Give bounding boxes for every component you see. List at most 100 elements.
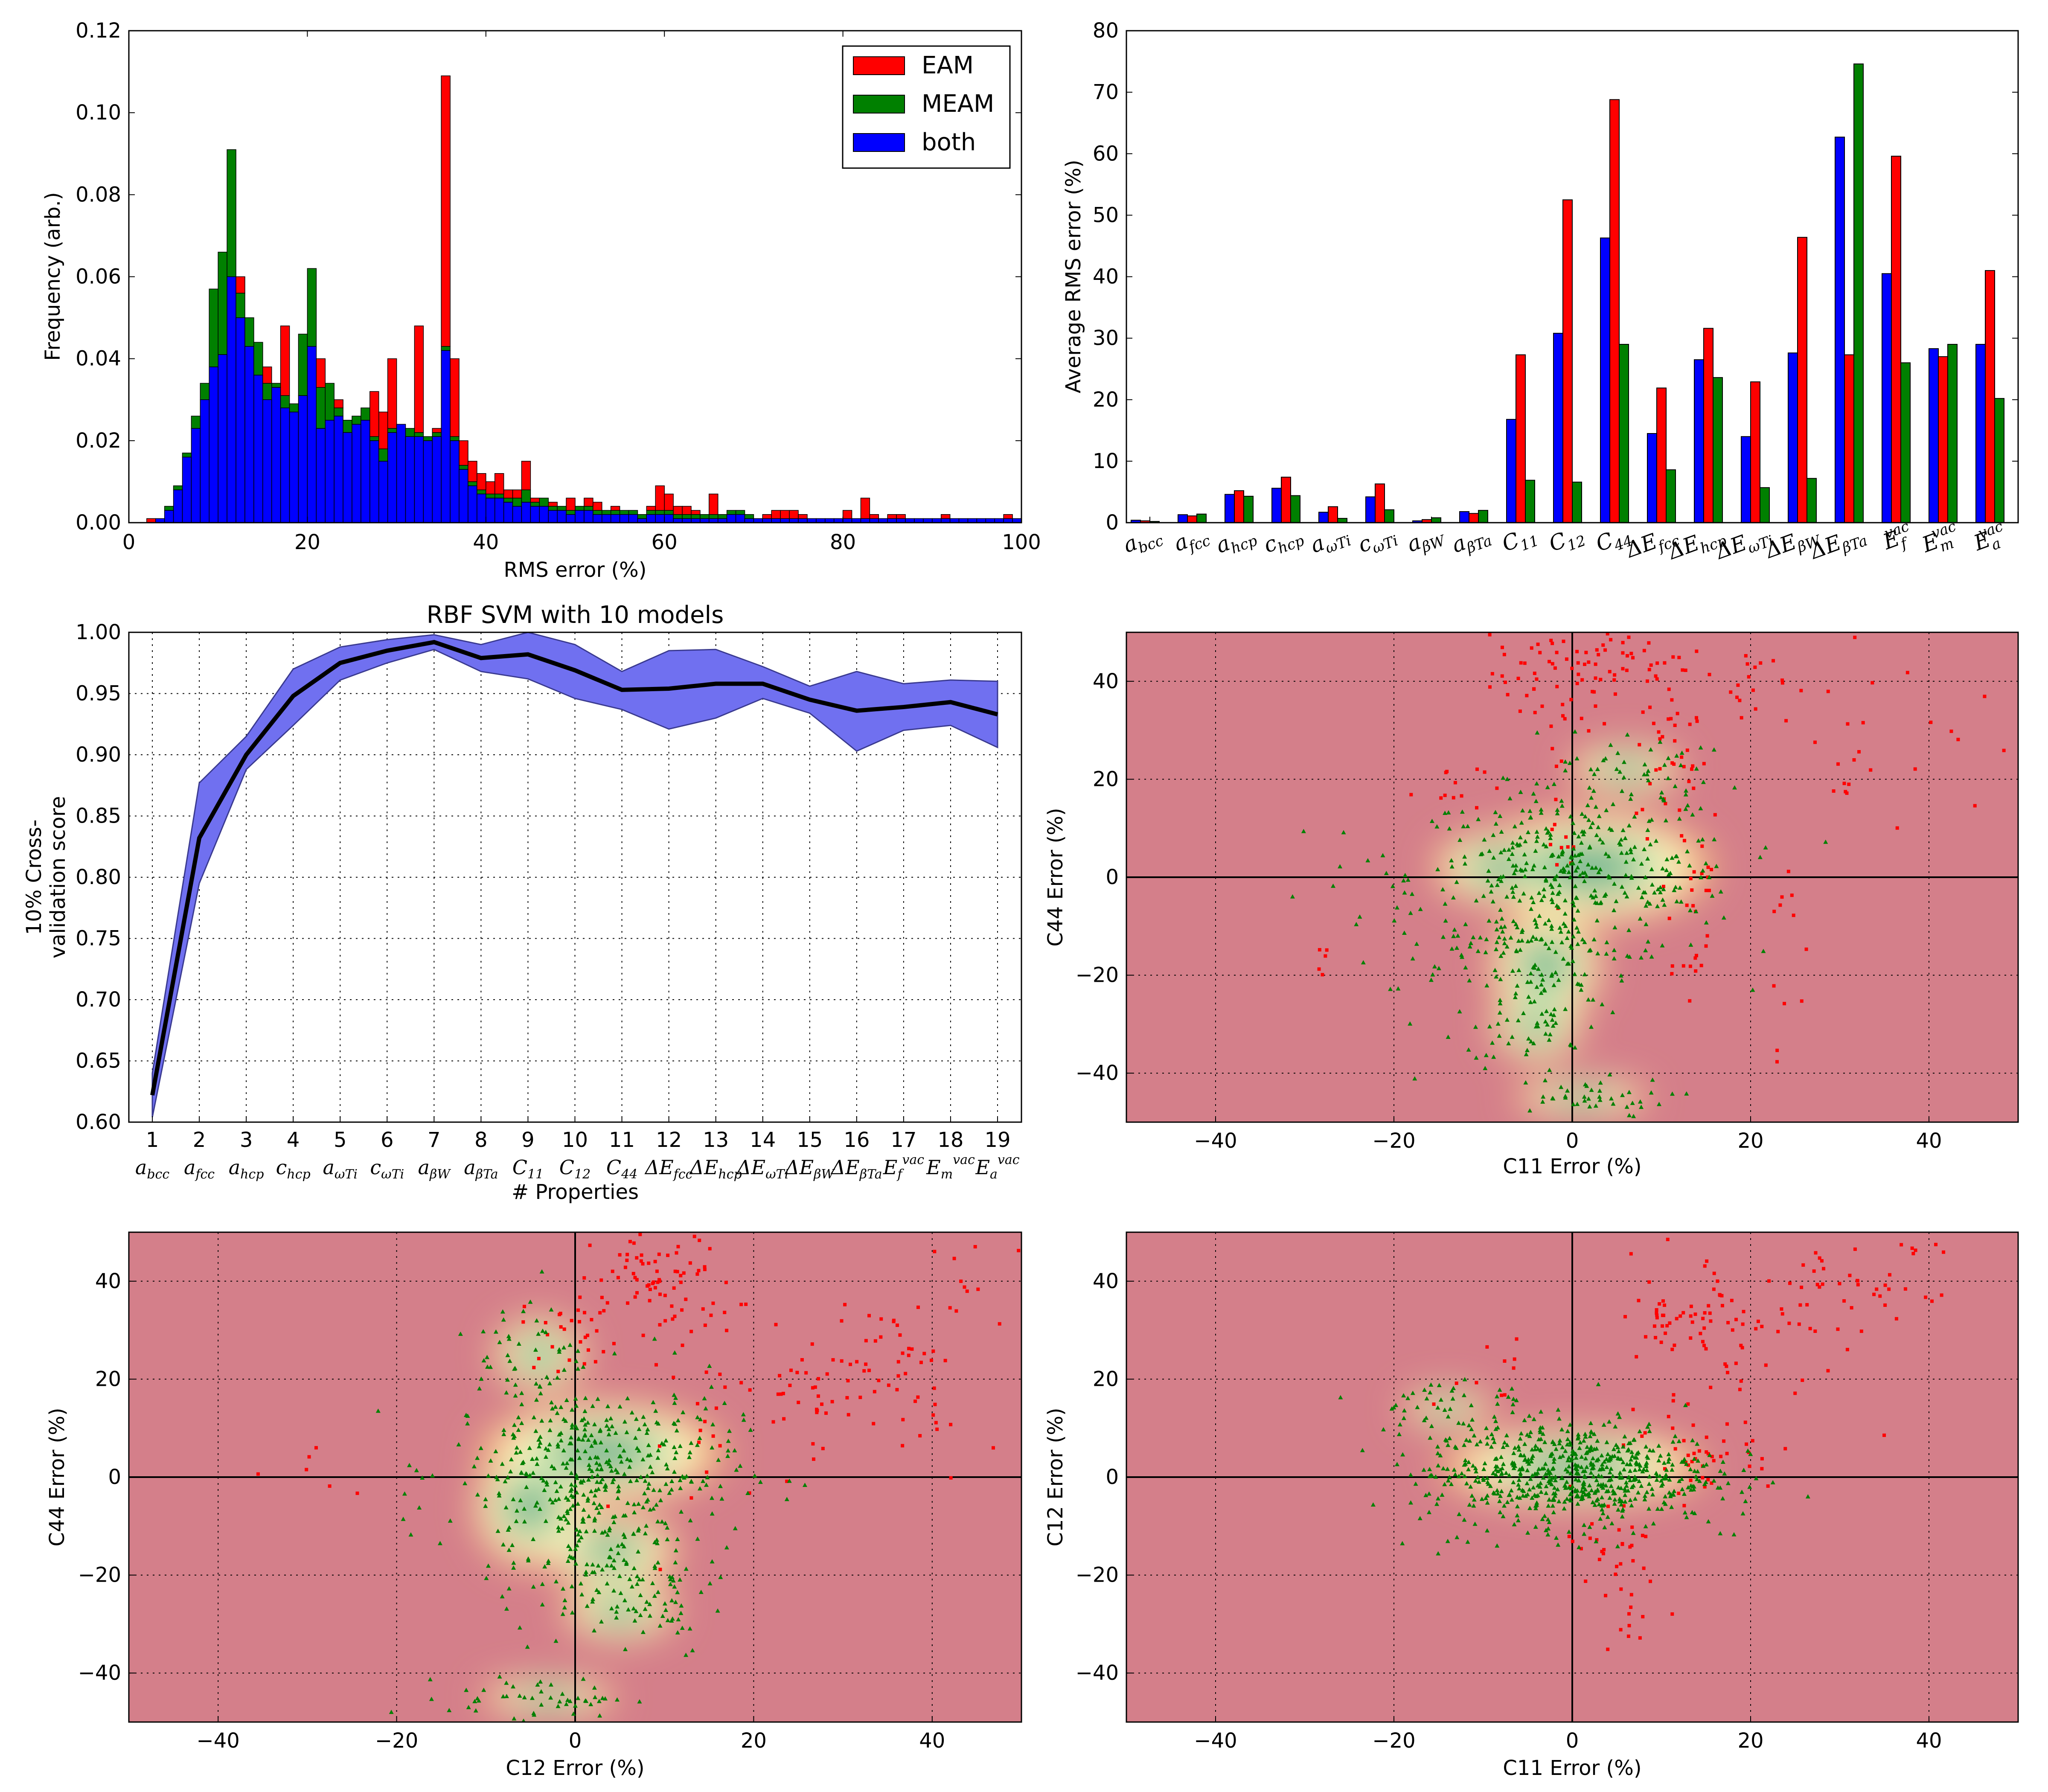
point-red [840, 1359, 844, 1363]
point-green [1697, 1478, 1702, 1483]
point-red [1453, 781, 1457, 785]
point-green [1648, 747, 1653, 752]
point-red [1799, 689, 1803, 692]
point-red [723, 1311, 727, 1315]
x-tick-label: 40 [1916, 1129, 1942, 1153]
point-green [1533, 921, 1539, 925]
point-green [1563, 1094, 1568, 1098]
point-green [555, 1411, 560, 1415]
point-red [625, 1253, 629, 1257]
point-green [1644, 922, 1649, 926]
point-green [634, 1581, 640, 1586]
point-red [1820, 1259, 1824, 1263]
point-red [1739, 1344, 1743, 1347]
point-green [1507, 847, 1512, 852]
point-green [1473, 1478, 1478, 1483]
point-green [1505, 1499, 1510, 1504]
point-green [1701, 780, 1706, 784]
rms-bar-eam [1281, 477, 1291, 524]
x-tick-label: 60 [652, 530, 678, 554]
point-red [1676, 712, 1679, 716]
point-green [1609, 1521, 1615, 1525]
point-green [668, 1577, 673, 1581]
point-green [1575, 1102, 1580, 1106]
point-green [1770, 1480, 1775, 1484]
y-axis-label-line1: 10% Cross- [22, 820, 46, 935]
point-green [1620, 1444, 1626, 1449]
point-green [1612, 1453, 1617, 1458]
point-red [1640, 1434, 1644, 1438]
point-red [1708, 672, 1711, 676]
point-green [1627, 1469, 1632, 1473]
point-red [704, 1370, 708, 1374]
hist-bar-both [459, 469, 468, 523]
point-green [1604, 808, 1609, 812]
point-green [558, 1516, 563, 1521]
point-green [585, 1603, 590, 1608]
point-green [1710, 893, 1715, 898]
point-green [636, 1501, 641, 1506]
point-green [1554, 1535, 1559, 1540]
point-red [1689, 1336, 1693, 1340]
point-red [1821, 1282, 1824, 1286]
point-green [1516, 1478, 1521, 1482]
point-red [709, 1313, 713, 1317]
point-green [407, 1463, 412, 1467]
point-green [546, 1447, 551, 1452]
point-green [1551, 1497, 1556, 1501]
point-red [1657, 730, 1661, 734]
y-tick-label: −20 [1076, 963, 1119, 987]
point-green [1491, 1054, 1496, 1059]
point-green [1463, 922, 1468, 926]
point-green [1521, 1011, 1526, 1015]
point-red [701, 1307, 705, 1311]
point-green [1490, 899, 1495, 904]
x-tick-label: abcc [1120, 521, 1166, 561]
point-red [1684, 1460, 1688, 1464]
hist-bar-both [414, 436, 424, 523]
point-green [573, 1546, 578, 1551]
x-tick-label: −40 [1194, 1129, 1237, 1153]
point-green [1718, 1485, 1723, 1490]
point-green [704, 1482, 709, 1487]
point-green [1530, 934, 1536, 939]
hist-bar-eam [280, 326, 290, 396]
point-green [554, 1489, 559, 1493]
point-green [1596, 1382, 1601, 1386]
property-label: C44 [606, 1156, 637, 1182]
point-green [1658, 890, 1663, 894]
point-green [1718, 889, 1723, 894]
y-tick-label: 0.65 [76, 1049, 121, 1073]
point-green [1493, 1419, 1498, 1423]
point-green [1542, 887, 1547, 891]
point-green [579, 1592, 585, 1597]
point-red [711, 1301, 715, 1305]
point-green [710, 1559, 715, 1564]
point-red [1702, 762, 1706, 765]
point-red [1603, 722, 1606, 726]
point-red [1642, 1566, 1646, 1570]
property-label: C12 [559, 1156, 591, 1182]
point-green [1523, 839, 1528, 844]
point-red [653, 1286, 657, 1290]
point-green [512, 1423, 517, 1427]
point-red [867, 1368, 871, 1372]
point-green [1469, 1403, 1474, 1408]
point-green [1569, 855, 1574, 860]
point-green [1437, 1383, 1442, 1388]
x-tick-label: chcp [1260, 521, 1306, 561]
point-red [1695, 649, 1699, 653]
point-green [1531, 791, 1536, 796]
point-green [615, 1543, 620, 1548]
point-green [1536, 966, 1541, 971]
point-red [1655, 1308, 1658, 1312]
y-tick-label: 0.60 [76, 1110, 121, 1134]
point-green [1501, 1444, 1506, 1449]
x-tick-label: 40 [473, 530, 499, 554]
point-red [1793, 1391, 1797, 1395]
point-green [1582, 1098, 1587, 1103]
point-green [1478, 1439, 1483, 1443]
point-green [1370, 1502, 1376, 1507]
point-red [1838, 1282, 1841, 1286]
point-red [1661, 884, 1665, 888]
